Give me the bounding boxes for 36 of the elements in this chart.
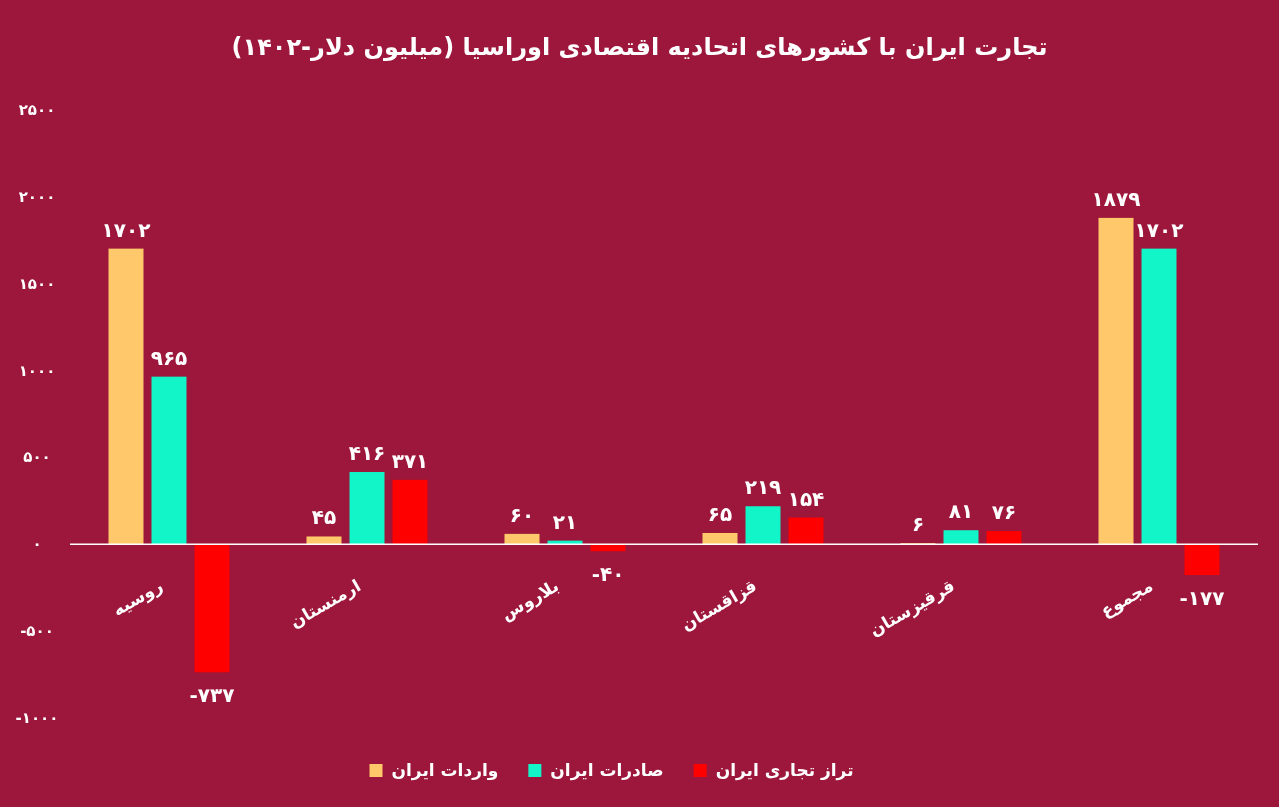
y-tick-label: ۱۵۰۰ — [18, 274, 56, 293]
data-label: ۱۷۰۲ — [1134, 217, 1184, 242]
x-tick-label: مجموع — [1097, 575, 1157, 622]
data-label: ۴۱۶ — [348, 441, 386, 466]
y-tick-label: -۱۰۰۰ — [15, 709, 59, 727]
data-label: ۹۶۵ — [150, 345, 188, 370]
data-label: ۴۵ — [311, 505, 337, 530]
x-tick-label: قزاقستان — [677, 575, 761, 636]
x-tick-label: بلاروس — [497, 575, 563, 626]
data-label: ۲۱ — [552, 509, 578, 534]
y-tick-label: ۰ — [32, 535, 42, 554]
data-label: ۱۵۴ — [787, 486, 825, 511]
legend-label: واردات ایران — [391, 760, 499, 781]
y-tick-label: ۱۰۰۰ — [18, 361, 56, 380]
data-label: ۳۷۱ — [391, 448, 429, 473]
y-tick-label: ۲۵۰۰ — [18, 101, 56, 119]
y-tick-label: ۵۰۰ — [23, 448, 51, 467]
data-label: ۱۷۰۲ — [101, 217, 151, 242]
x-tick-label: روسیه — [108, 575, 167, 621]
data-label: ۲۱۹ — [744, 475, 782, 500]
data-label: ۶۰ — [509, 502, 535, 527]
x-tick-label: قرقیزستان — [865, 575, 959, 642]
data-label: ۷۶ — [991, 500, 1017, 525]
data-label: ۶ — [911, 512, 925, 537]
legend-label: تراز تجاری ایران — [715, 760, 854, 781]
data-label: -۷۳۷ — [189, 683, 235, 708]
legend-label: صادرات ایران — [550, 760, 664, 781]
y-tick-label: -۵۰۰ — [20, 622, 54, 641]
data-label: ۱۸۷۹ — [1091, 186, 1141, 211]
chart-title: تجارت ایران با کشورهای اتحادیه اقتصادی اوراسیا (میلیون دلار-۱۴۰۲) — [231, 33, 1048, 61]
data-label: -۱۷۷ — [1179, 586, 1225, 611]
y-tick-label: ۲۰۰۰ — [18, 187, 56, 206]
data-label: ۶۵ — [707, 501, 733, 526]
data-label: ۸۱ — [948, 499, 974, 524]
data-label: -۴۰ — [591, 562, 625, 587]
x-tick-label: ارمنستان — [286, 575, 364, 632]
